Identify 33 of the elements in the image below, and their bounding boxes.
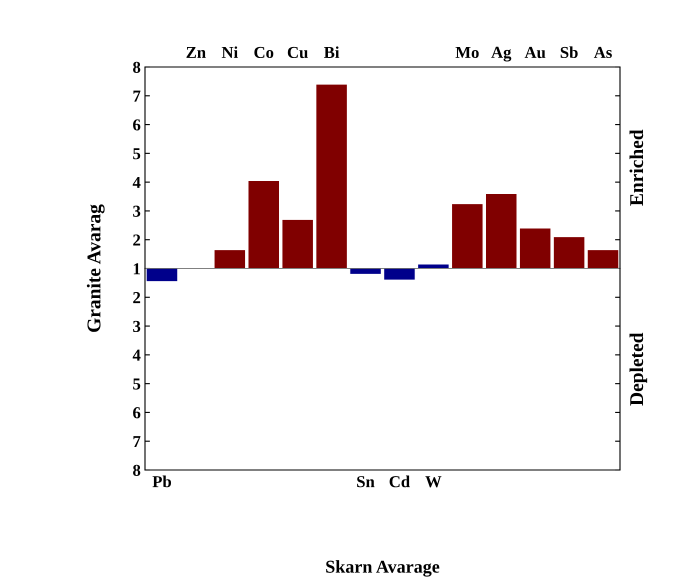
y-tick-label: 1 (134, 263, 140, 274)
y-tick-label: 5 (133, 378, 140, 390)
y-axis-title: Granite Avarag (86, 204, 105, 332)
x-tick-label: Sn (357, 476, 375, 488)
x-tick-label: As (594, 46, 612, 58)
x-tick-label: Bi (324, 46, 340, 58)
x-tick-label: Cd (390, 476, 410, 488)
x-tick-label: Pb (152, 476, 172, 488)
y-tick-label: 6 (133, 119, 140, 131)
y-tick-label: 4 (132, 350, 141, 361)
x-tick-label: W (425, 476, 442, 488)
y-tick-label: 2 (133, 292, 140, 304)
y-tick-label: 8 (133, 464, 140, 476)
x-tick-label: Zn (186, 46, 206, 58)
x-tick-label: Au (524, 46, 546, 58)
x-tick-label: Mo (456, 46, 479, 58)
y-tick-label: 7 (133, 436, 140, 447)
y-tick-label: 7 (133, 90, 140, 102)
y-tick-label: 3 (133, 206, 140, 217)
x-tick-label: Sb (560, 46, 578, 58)
x-axis-title: Skarn Avarage (326, 560, 440, 577)
y-tick-label: 2 (133, 234, 140, 246)
x-tick-label: Co (254, 46, 274, 58)
y-tick-label: 6 (133, 407, 140, 418)
x-tick-label: Ni (222, 46, 238, 58)
x-tick-label: Cu (288, 46, 308, 58)
y-tick-label: 3 (133, 320, 140, 332)
text: Enriched (630, 130, 644, 206)
text: Depleted (630, 332, 648, 406)
x-tick-label: Ag (491, 46, 512, 62)
y-tick-label: 5 (133, 148, 140, 160)
y-tick-label: 4 (132, 176, 141, 188)
y-tick-label: 8 (133, 62, 140, 73)
